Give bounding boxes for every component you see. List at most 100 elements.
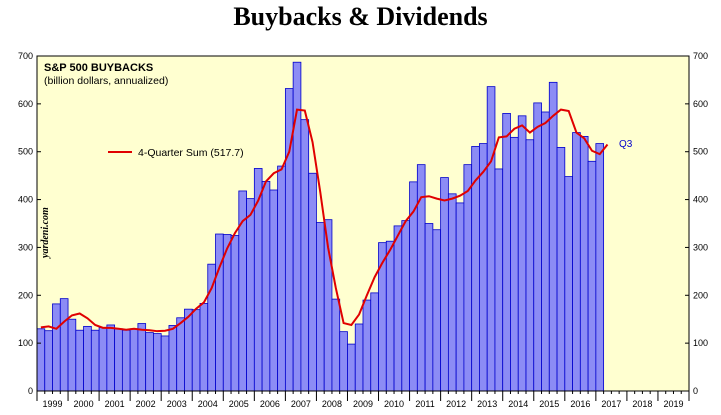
buyback-bar (222, 234, 232, 392)
buyback-bar (277, 165, 286, 392)
buyback-bar (463, 164, 473, 392)
buyback-bar (246, 198, 255, 392)
right-y-tick-label: 400 (693, 195, 708, 205)
x-year-label: 2000 (74, 399, 94, 409)
buyback-bar (347, 343, 356, 392)
buyback-bar (595, 143, 605, 392)
four-quarter-sum-line (40, 108, 609, 333)
left-y-tick-label: 400 (18, 195, 33, 205)
buyback-bar (533, 102, 542, 392)
buyback-bar (409, 181, 418, 392)
buyback-bar (370, 292, 379, 392)
x-year-label: 2001 (105, 399, 125, 409)
x-year-label: 2013 (477, 399, 497, 409)
left-y-tick-label: 500 (18, 147, 33, 157)
x-year-label: 2017 (601, 399, 621, 409)
buyback-bar (160, 335, 170, 392)
right-y-tick-label: 200 (693, 290, 708, 300)
buyback-bar (541, 111, 550, 392)
buyback-bar (59, 298, 69, 392)
right-y-tick-label: 0 (693, 386, 698, 396)
buyback-bar (440, 177, 449, 392)
buyback-bar (184, 308, 193, 392)
x-year-label: 2009 (353, 399, 373, 409)
left-y-tick-label: 100 (18, 338, 33, 348)
buyback-bar (176, 317, 185, 392)
buyback-bar (494, 168, 504, 392)
buyback-bar (121, 329, 131, 392)
buyback-bar (269, 189, 279, 392)
buyback-bar (168, 325, 178, 392)
buyback-bar (378, 242, 387, 392)
buyback-bar (230, 235, 240, 392)
right-y-tick-label: 500 (693, 147, 708, 157)
x-year-label: 2019 (663, 399, 683, 409)
buyback-bar (36, 328, 46, 392)
buyback-bar (67, 318, 77, 392)
x-year-label: 2015 (539, 399, 559, 409)
buyback-bar (145, 332, 154, 392)
buyback-bar (502, 113, 511, 392)
legend-label: 4-Quarter Sum (517.7) (138, 147, 244, 159)
buyback-bar (83, 325, 92, 392)
buyback-bar (510, 136, 519, 392)
buyback-bar (548, 81, 558, 392)
chart-title: S&P 500 BUYBACKS (44, 62, 153, 74)
buyback-bar (98, 326, 108, 392)
buyback-bar (191, 309, 201, 392)
buyback-bar (517, 115, 527, 392)
buyback-bar (393, 225, 403, 392)
buyback-bar (447, 193, 457, 392)
buyback-bar (354, 323, 364, 392)
buyback-bar (556, 147, 566, 392)
buyback-bar (153, 333, 162, 392)
buyback-bar (106, 324, 116, 392)
buyback-bar (308, 172, 317, 392)
x-year-label: 2003 (167, 399, 187, 409)
buyback-bar (300, 119, 310, 392)
buyback-bar (137, 323, 147, 392)
buyback-bar (199, 303, 209, 392)
left-y-tick-label: 200 (18, 290, 33, 300)
buyback-bar (215, 233, 224, 392)
right-y-tick-label: 700 (693, 51, 708, 61)
x-year-label: 2002 (136, 399, 156, 409)
buyback-bar (261, 180, 271, 392)
left-y-tick-label: 700 (18, 51, 33, 61)
x-year-label: 2018 (632, 399, 652, 409)
page-title: Buybacks & Dividends (233, 2, 488, 31)
buyback-bar (362, 299, 372, 392)
left-y-tick-label: 0 (28, 386, 33, 396)
buyback-bar (424, 223, 434, 392)
left-y-tick-label: 600 (18, 99, 33, 109)
right-y-tick-label: 100 (693, 338, 708, 348)
left-y-axis: 0 100 200 300 400 500 600 700 (18, 51, 41, 396)
buyback-bar (572, 132, 581, 392)
left-y-tick-label: 300 (18, 242, 33, 252)
bars-layer (36, 61, 605, 392)
right-y-tick-label: 600 (693, 99, 708, 109)
x-year-label: 2007 (291, 399, 311, 409)
x-year-label: 2014 (508, 399, 528, 409)
buyback-bar (339, 331, 348, 392)
buyback-bar (587, 160, 597, 392)
buyback-bar (432, 229, 442, 392)
buyback-bar (114, 328, 123, 392)
x-year-label: 2016 (570, 399, 590, 409)
buyback-bar (579, 135, 589, 392)
buyback-bar (385, 240, 395, 392)
buyback-bar (316, 222, 325, 392)
buyback-bar (486, 86, 496, 392)
buyback-bar (525, 139, 535, 392)
x-year-label: 2004 (198, 399, 218, 409)
x-year-label: 2008 (322, 399, 342, 409)
x-axis: 1999 2000 2001 2002 2003 2004 2005 2006 2007 2008… (36, 391, 690, 409)
end-quarter-label: Q3 (619, 139, 633, 150)
buyback-bar (129, 328, 139, 392)
buyback-bar (331, 298, 341, 392)
x-year-label: 2012 (446, 399, 466, 409)
x-year-label: 2010 (384, 399, 404, 409)
right-y-tick-label: 300 (693, 242, 708, 252)
buyback-bar (52, 303, 61, 392)
